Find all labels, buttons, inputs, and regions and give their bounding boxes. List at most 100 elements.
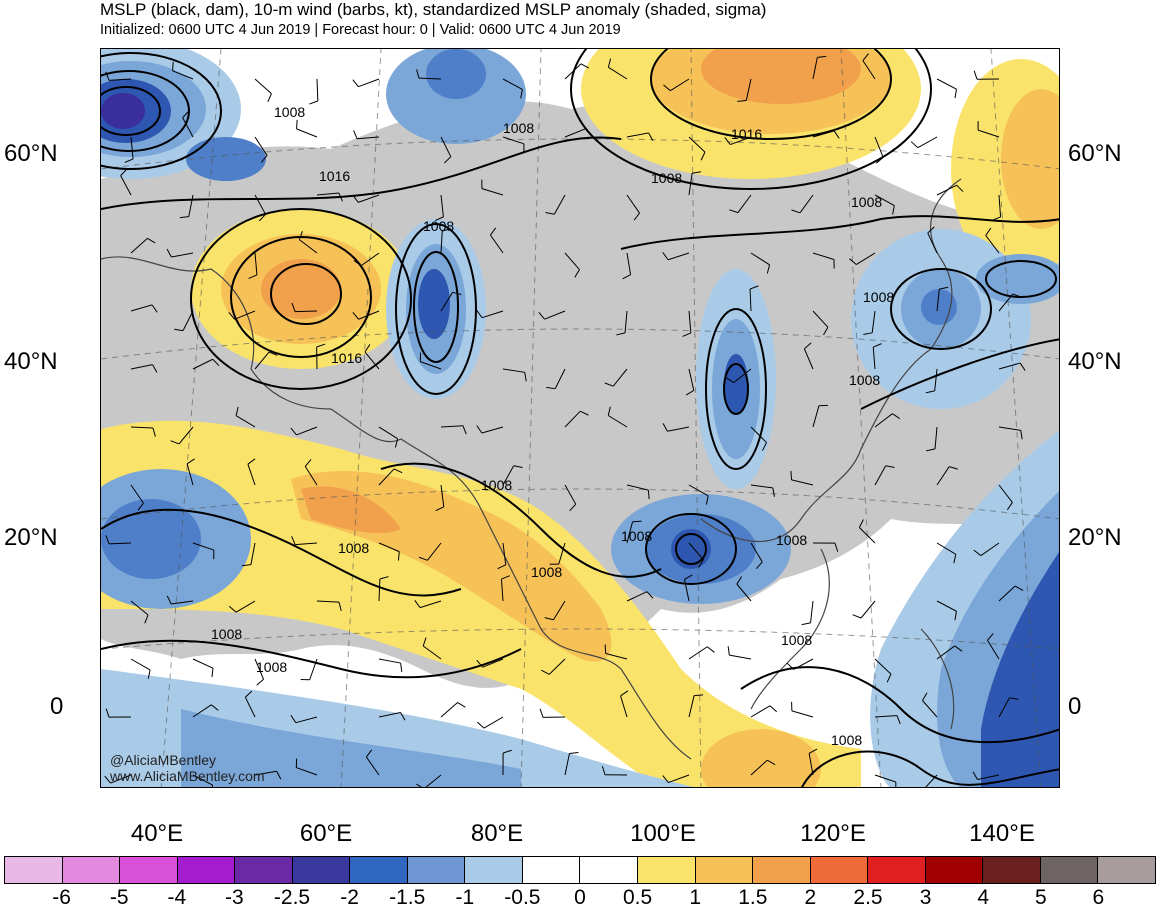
colorbar-swatch bbox=[1040, 856, 1098, 884]
wind-barb bbox=[729, 655, 751, 659]
wind-barb bbox=[811, 601, 813, 623]
lon-label: 80°E bbox=[471, 820, 523, 848]
wind-barb-flag bbox=[911, 142, 918, 148]
contour-label: 1008 bbox=[831, 732, 862, 748]
colorbar-swatch bbox=[867, 856, 925, 884]
wind-barb-flag bbox=[633, 521, 642, 522]
colorbar bbox=[4, 856, 1156, 884]
contour-label: 1016 bbox=[331, 350, 362, 366]
wind-barb-flag bbox=[605, 645, 606, 654]
colorbar-swatch bbox=[695, 856, 753, 884]
wind-barb-flag bbox=[569, 752, 578, 753]
wind-barb bbox=[379, 659, 401, 663]
lat-label-left: 40°N bbox=[4, 348, 58, 376]
map-title: MSLP (black, dam), 10-m wind (barbs, kt)… bbox=[100, 0, 766, 20]
colorbar-label: 6 bbox=[1093, 886, 1105, 910]
lat-label-left: 0 bbox=[50, 693, 63, 721]
colorbar-swatch bbox=[407, 856, 465, 884]
lat-label-left: 20°N bbox=[4, 524, 58, 552]
wind-barb bbox=[131, 659, 150, 670]
lon-label: 140°E bbox=[969, 820, 1035, 848]
wind-barb bbox=[193, 659, 213, 668]
lat-label-right: 0 bbox=[1068, 693, 1081, 721]
colorbar-label: -2.5 bbox=[274, 886, 310, 910]
colorbar-label: 4 bbox=[977, 886, 989, 910]
wind-barb-flag bbox=[770, 706, 777, 712]
lon-label: 100°E bbox=[630, 820, 696, 848]
colorbar-label: 0.5 bbox=[623, 886, 652, 910]
contour-label: 1008 bbox=[849, 372, 880, 388]
colorbar-swatch bbox=[637, 856, 695, 884]
colorbar-label: 2.5 bbox=[853, 886, 882, 910]
colorbar-swatch bbox=[292, 856, 350, 884]
wind-barb bbox=[861, 601, 875, 618]
lat-label-right: 40°N bbox=[1068, 348, 1122, 376]
colorbar-label: -2 bbox=[340, 886, 359, 910]
wind-barb bbox=[484, 717, 503, 728]
wind-barb bbox=[937, 79, 957, 89]
colorbar-swatch bbox=[234, 856, 292, 884]
colorbar-swatch bbox=[752, 856, 810, 884]
colorbar-label: 1.5 bbox=[738, 886, 767, 910]
wind-barb-flag bbox=[955, 89, 956, 98]
colorbar-label: -3 bbox=[225, 886, 244, 910]
wind-barb bbox=[297, 129, 317, 137]
wind-barb-flag bbox=[212, 668, 213, 677]
contour-label: 1008 bbox=[481, 477, 512, 493]
wind-barb bbox=[918, 137, 937, 148]
colorbar-swatch bbox=[810, 856, 868, 884]
contour-label: 1008 bbox=[651, 170, 682, 186]
lat-label-left: 60°N bbox=[4, 140, 58, 168]
credit-handle: @AliciaMBentley bbox=[110, 752, 216, 768]
colorbar-swatch bbox=[464, 856, 522, 884]
colorbar-swatch bbox=[349, 856, 407, 884]
colorbar-label: 2 bbox=[805, 886, 817, 910]
colorbar-label: 5 bbox=[1035, 886, 1047, 910]
colorbar-swatch bbox=[4, 856, 62, 884]
contour-label: 1008 bbox=[274, 104, 305, 120]
colorbar-swatch bbox=[1097, 856, 1156, 884]
map-panel: 1008 1016 1008 1016 1016 1008 1008 1008 … bbox=[100, 48, 1060, 788]
colorbar-label: 0 bbox=[574, 886, 586, 910]
colorbar-swatch bbox=[982, 856, 1040, 884]
colorbar-label: -4 bbox=[167, 886, 186, 910]
wind-barb-flag bbox=[802, 623, 811, 625]
colorbar-swatch bbox=[522, 856, 580, 884]
contour-label: 1016 bbox=[319, 168, 350, 184]
map-canvas: 1008 1016 1008 1016 1016 1008 1008 1008 … bbox=[101, 49, 1060, 788]
colorbar-swatch bbox=[62, 856, 120, 884]
contour-label: 1008 bbox=[503, 120, 534, 136]
map-subtitle: Initialized: 0600 UTC 4 Jun 2019 | Forec… bbox=[100, 22, 621, 38]
wind-barb-flag bbox=[173, 62, 174, 71]
wind-barb-flag bbox=[540, 709, 543, 718]
wind-barb-flag bbox=[353, 80, 359, 87]
anomaly-blob bbox=[261, 259, 341, 319]
wind-barb-flag bbox=[853, 615, 861, 618]
contour-label: 1008 bbox=[621, 528, 652, 544]
colorbar-label: 1 bbox=[689, 886, 701, 910]
wind-barb bbox=[751, 706, 770, 717]
wind-barb bbox=[255, 79, 271, 94]
colorbar-swatch bbox=[119, 856, 177, 884]
colorbar-label: 3 bbox=[920, 886, 932, 910]
wind-barb-flag bbox=[268, 94, 272, 102]
anomaly-blob bbox=[101, 93, 145, 129]
contour-label: 1008 bbox=[781, 632, 812, 648]
wind-barb-flag bbox=[354, 130, 357, 138]
anomaly-blob bbox=[186, 137, 266, 181]
wind-barb bbox=[441, 703, 458, 717]
lon-label: 60°E bbox=[300, 820, 352, 848]
colorbar-label: -1.5 bbox=[389, 886, 425, 910]
lat-label-right: 60°N bbox=[1068, 140, 1122, 168]
colorbar-swatch bbox=[579, 856, 637, 884]
wind-barb-flag bbox=[707, 647, 714, 653]
lat-label-right: 20°N bbox=[1068, 524, 1122, 552]
wind-barb bbox=[792, 711, 813, 717]
wind-barb bbox=[358, 79, 379, 87]
wind-barb-flag bbox=[728, 646, 729, 655]
credit-website: www.AliciaMBentley.com bbox=[110, 768, 265, 784]
wind-barb-flag bbox=[648, 490, 649, 499]
wind-barb-flag bbox=[309, 101, 317, 104]
wind-barb-flag bbox=[401, 663, 402, 672]
